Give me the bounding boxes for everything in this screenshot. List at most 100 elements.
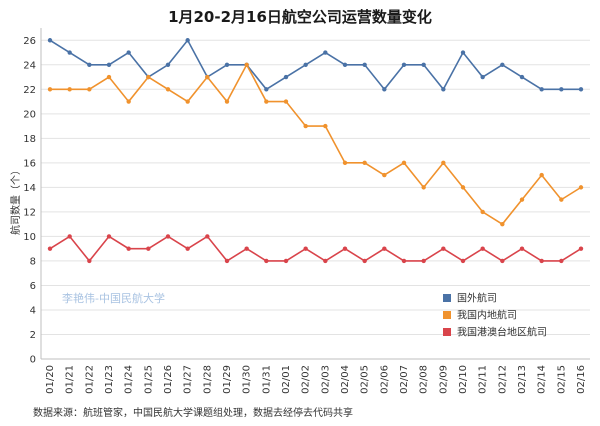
data-point <box>303 246 308 251</box>
x-tick-label: 02/12 <box>497 365 508 394</box>
data-point <box>47 38 53 43</box>
x-tick-label: 02/06 <box>379 365 390 394</box>
data-point <box>382 87 387 92</box>
data-point <box>205 234 210 239</box>
data-point <box>500 258 505 264</box>
data-point <box>323 50 328 55</box>
data-point <box>205 74 210 80</box>
x-tick-labels: 01/20 01/21 01/22 01/23 01/24 01/25 01/26 01/27… <box>45 365 587 394</box>
data-point <box>539 258 544 264</box>
data-point <box>362 62 367 67</box>
data-point <box>126 99 131 104</box>
y-tick-label: 0 <box>30 355 36 366</box>
data-point <box>441 246 446 251</box>
data-point <box>283 258 289 264</box>
data-point <box>87 62 92 67</box>
data-point <box>362 258 367 264</box>
data-point <box>264 87 269 92</box>
x-tick-label: 02/05 <box>360 365 371 394</box>
x-tick-label: 02/15 <box>556 365 567 394</box>
series-line <box>49 38 581 91</box>
data-point <box>401 62 407 67</box>
data-point <box>382 246 387 251</box>
data-point <box>480 246 485 251</box>
y-axis-label: 航司数量（个） <box>9 165 22 235</box>
y-tick-label: 16 <box>23 158 36 169</box>
data-point <box>539 172 544 178</box>
data-point <box>106 62 112 67</box>
data-point <box>224 62 230 67</box>
data-point <box>165 62 171 67</box>
chart-title: 1月20-2月16日航空公司运营数量变化 <box>168 8 432 26</box>
y-tick-label: 24 <box>23 60 36 71</box>
data-point <box>342 246 348 251</box>
axes <box>40 28 590 360</box>
legend-label: 我国港澳台地区航司 <box>457 326 547 339</box>
data-point <box>441 87 446 92</box>
data-point <box>500 62 505 67</box>
x-tick-label: 01/22 <box>84 365 95 394</box>
data-point <box>264 258 269 264</box>
data-point <box>323 258 328 264</box>
y-tick-label: 8 <box>30 256 36 267</box>
series-f0922d <box>47 62 584 227</box>
x-tick-label: 01/20 <box>45 365 56 394</box>
data-point <box>578 87 584 92</box>
data-point <box>480 74 485 80</box>
watermark: 李艳伟-中国民航大学 <box>62 291 165 305</box>
data-point <box>224 99 230 104</box>
data-point <box>106 74 112 80</box>
y-tick-label: 10 <box>23 232 36 243</box>
legend-label: 我国内地航司 <box>457 309 517 322</box>
data-point <box>559 258 564 264</box>
data-point <box>401 258 407 264</box>
data-point <box>441 160 446 166</box>
data-point <box>264 99 269 104</box>
legend-swatch <box>443 294 451 302</box>
x-tick-label: 02/11 <box>478 365 489 394</box>
data-point <box>106 234 112 239</box>
series-line <box>49 235 582 263</box>
data-point <box>165 234 171 239</box>
data-point <box>578 246 584 251</box>
y-tick-label: 2 <box>30 330 36 341</box>
data-point <box>401 160 407 166</box>
data-point <box>578 185 584 190</box>
y-tick-label: 22 <box>23 85 36 96</box>
series-4a72a6 <box>47 38 584 92</box>
data-point <box>185 246 190 251</box>
x-tick-label: 02/16 <box>576 365 587 394</box>
data-point <box>47 87 53 92</box>
y-tick-label: 4 <box>30 305 36 316</box>
data-point <box>460 185 466 190</box>
grid-lines <box>41 39 590 360</box>
data-point <box>362 160 367 166</box>
x-tick-label: 02/01 <box>281 365 292 394</box>
x-tick-label: 02/02 <box>301 365 312 394</box>
y-tick-label: 6 <box>30 281 36 292</box>
x-tick-label: 01/30 <box>242 365 253 394</box>
x-tick-label: 01/28 <box>202 365 213 394</box>
data-point <box>519 246 525 251</box>
x-tick-label: 02/08 <box>419 365 430 394</box>
data-point <box>421 185 426 190</box>
data-point <box>519 197 525 202</box>
x-tick-label: 01/27 <box>183 365 194 394</box>
x-tick-label: 01/24 <box>124 365 135 394</box>
data-point <box>559 87 564 92</box>
data-point <box>480 209 485 215</box>
data-point <box>539 87 544 92</box>
y-tick-label: 12 <box>23 207 36 218</box>
y-tick-label: 26 <box>23 36 36 47</box>
series-line <box>50 63 582 226</box>
data-point <box>146 246 151 251</box>
data-point <box>283 99 289 104</box>
data-point <box>87 87 92 92</box>
data-point <box>519 74 525 80</box>
data-point <box>224 258 230 264</box>
x-tick-label: 02/03 <box>320 365 331 394</box>
data-point <box>460 258 466 264</box>
data-point <box>165 87 171 92</box>
